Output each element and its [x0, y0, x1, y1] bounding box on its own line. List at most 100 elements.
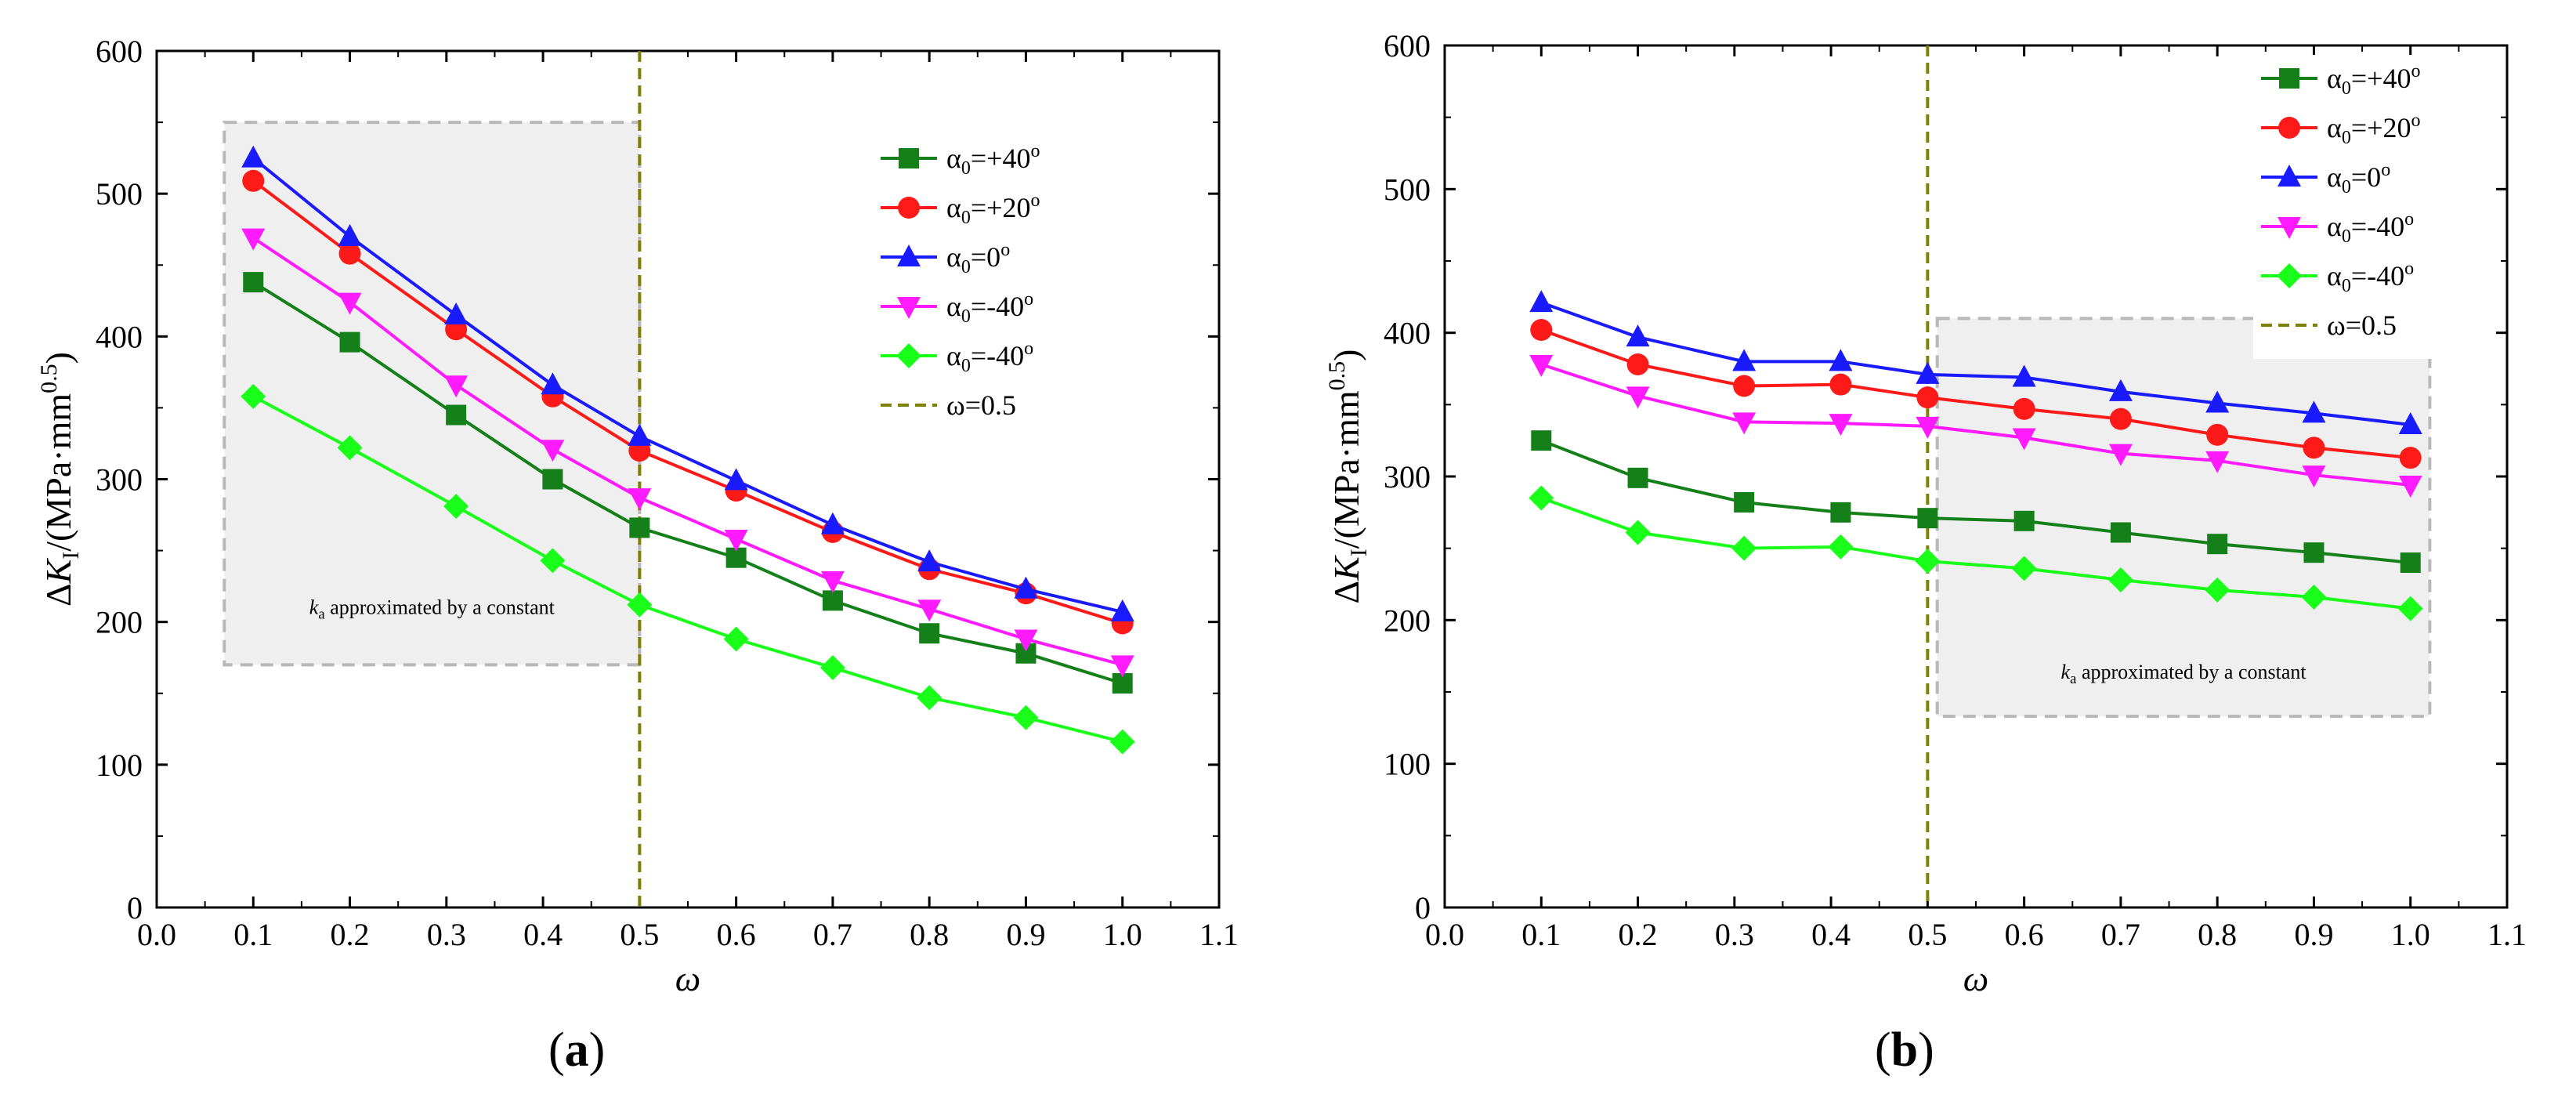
data-point-a-minus40a: [1110, 655, 1134, 678]
x-tick-label-a: 1.1: [1199, 917, 1239, 952]
y-tick-label-a: 0: [127, 890, 143, 925]
data-point-b-minus40a: [1732, 412, 1757, 435]
data-point-b-zero: [2205, 390, 2230, 413]
x-tick-label-a: 0.8: [910, 917, 949, 952]
data-point-a-plus40: [629, 517, 650, 538]
data-point-b-zero: [1916, 361, 1940, 384]
legend-label-a: α0=-40o: [946, 289, 1033, 327]
data-point-b-minus40b: [1915, 549, 1941, 574]
data-point-a-zero: [820, 512, 845, 534]
data-point-a-minus40b: [819, 654, 845, 680]
data-point-b-plus40: [2207, 534, 2228, 555]
chart-panel-a: ka approximated by a constant 0.0 0.1 0.2 0.…: [36, 34, 1239, 1077]
y-tick-label-a: 500: [96, 176, 143, 212]
y-axis-label-b: ΔKI/(MPa·mm0.5): [1324, 350, 1372, 604]
legend-item-b-zero: α0=0o: [2261, 160, 2390, 197]
x-tick-label-a: 0.7: [813, 917, 852, 952]
data-point-b-plus20: [2399, 447, 2422, 469]
data-point-b-zero: [2398, 412, 2422, 434]
data-point-a-plus40: [822, 590, 843, 611]
data-point-b-minus40b: [2107, 567, 2133, 592]
legend-marker-b: [2277, 263, 2302, 288]
data-point-a-plus20: [242, 169, 265, 192]
data-point-b-zero: [2108, 379, 2133, 401]
data-point-b-minus40a: [1829, 414, 1853, 436]
x-tick-label-b: 0.6: [2005, 917, 2044, 952]
data-point-b-minus40b: [1625, 520, 1651, 545]
series-line-b-minus40a: [1540, 363, 2411, 487]
chart-a-svg: ka approximated by a constant 0.0 0.1 0.2 0.…: [36, 34, 1239, 998]
series-line-a-plus20: [252, 179, 1123, 625]
series-markers-b-zero: [1529, 290, 2422, 434]
x-tick-label-b: 0.3: [1715, 917, 1754, 952]
data-point-b-minus40b: [2397, 596, 2423, 621]
data-point-a-zero: [917, 549, 942, 572]
data-point-b-minus40a: [2012, 428, 2036, 451]
data-point-a-plus40: [339, 331, 360, 353]
data-point-b-minus40b: [1529, 485, 1554, 511]
data-point-a-plus40: [243, 272, 264, 293]
legend-item-b-vline: ω=0.5: [2261, 310, 2397, 341]
data-point-a-minus40a: [338, 292, 362, 315]
legend-label-b: α0=-40o: [2327, 209, 2414, 247]
data-point-a-minus40a: [724, 530, 748, 552]
x-tick-label-a: 0.2: [331, 917, 370, 952]
legend-item-a-minus40b: α0=-40o: [881, 339, 1033, 376]
data-point-a-plus40: [542, 469, 563, 490]
legend-marker-a: [896, 343, 921, 368]
data-point-b-zero: [2302, 400, 2326, 423]
y-tick-label-a: 200: [96, 605, 143, 640]
x-tick-label-b: 0.4: [1811, 917, 1851, 952]
x-tick-label-b: 0.5: [1908, 917, 1947, 952]
data-point-b-plus20: [2206, 423, 2229, 446]
data-point-b-zero: [2012, 364, 2036, 387]
data-point-b-plus20: [2303, 436, 2325, 459]
x-tick-label-a: 0.4: [523, 917, 563, 952]
x-tick-label-b: 1.1: [2487, 917, 2527, 952]
data-point-a-plus20: [338, 242, 361, 265]
legend-marker-a: [898, 197, 920, 219]
y-axis-label-a: ΔKI/(MPa·mm0.5): [36, 352, 84, 607]
legend-label-b: α0=-40o: [2327, 259, 2414, 296]
data-point-b-plus20: [1733, 375, 1756, 397]
series-markers-b-minus40b: [1529, 485, 2423, 621]
data-point-a-minus40b: [241, 383, 266, 409]
data-point-b-plus40: [1531, 430, 1552, 451]
x-tick-label-b: 0.2: [1619, 917, 1658, 952]
x-tick-label-a: 0.9: [1006, 917, 1045, 952]
data-point-b-minus40a: [1529, 355, 1554, 377]
chart-b-svg: ka approximated by a constant 0.0 0.1 0.2 0.…: [1324, 28, 2527, 998]
data-point-b-minus40b: [1731, 535, 1757, 561]
data-point-b-minus40b: [1828, 534, 1854, 560]
series-line-b-plus20: [1540, 328, 2411, 460]
data-point-b-minus40a: [2108, 444, 2133, 466]
data-point-a-minus40a: [444, 375, 469, 398]
data-point-a-zero: [628, 423, 652, 446]
data-point-a-minus40b: [917, 685, 942, 711]
data-point-b-minus40a: [2398, 476, 2422, 498]
y-tick-label-a: 600: [96, 34, 143, 69]
legend-item-b-minus40a: α0=-40o: [2261, 209, 2414, 247]
y-tick-label-b: 0: [1415, 890, 1431, 925]
y-tick-label-b: 300: [1384, 459, 1431, 494]
data-point-a-zero: [1014, 576, 1038, 599]
legend-marker-b: [2278, 165, 2301, 187]
x-tick-label-a: 0.1: [233, 917, 273, 952]
y-tick-label-b: 600: [1384, 28, 1431, 63]
shaded-region-label-b: ka approximated by a constant: [2060, 661, 2306, 687]
data-point-b-minus40b: [2011, 556, 2037, 581]
data-point-b-plus20: [2013, 397, 2035, 420]
data-point-b-minus40b: [2205, 577, 2230, 603]
data-point-b-plus20: [1626, 353, 1649, 375]
data-point-b-minus40a: [2302, 465, 2326, 488]
data-point-b-zero: [1626, 324, 1650, 347]
data-point-a-minus40a: [241, 228, 266, 251]
x-tick-label-b: 1.0: [2391, 917, 2430, 952]
legend-label-a: α0=-40o: [946, 339, 1033, 376]
legend-label-b: α0=+20o: [2327, 110, 2420, 148]
data-point-a-zero: [338, 223, 362, 246]
legend-item-b-minus40b: α0=-40o: [2261, 259, 2414, 296]
series-markers-b-plus20: [1530, 319, 2422, 469]
series-markers-a-minus40a: [241, 228, 1134, 678]
series-line-a-plus40: [252, 281, 1123, 685]
